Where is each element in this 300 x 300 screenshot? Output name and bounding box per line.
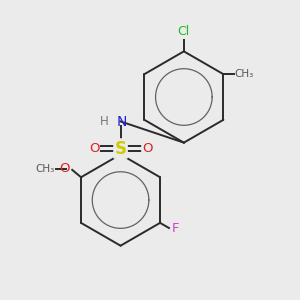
Text: CH₃: CH₃ — [235, 69, 254, 79]
Text: CH₃: CH₃ — [36, 164, 55, 174]
Text: O: O — [89, 142, 99, 155]
Text: F: F — [171, 221, 179, 235]
Text: H: H — [100, 115, 109, 128]
Text: O: O — [142, 142, 152, 155]
Text: N: N — [117, 115, 127, 129]
Text: O: O — [59, 162, 70, 175]
Text: Cl: Cl — [178, 25, 190, 38]
Text: S: S — [115, 140, 127, 158]
